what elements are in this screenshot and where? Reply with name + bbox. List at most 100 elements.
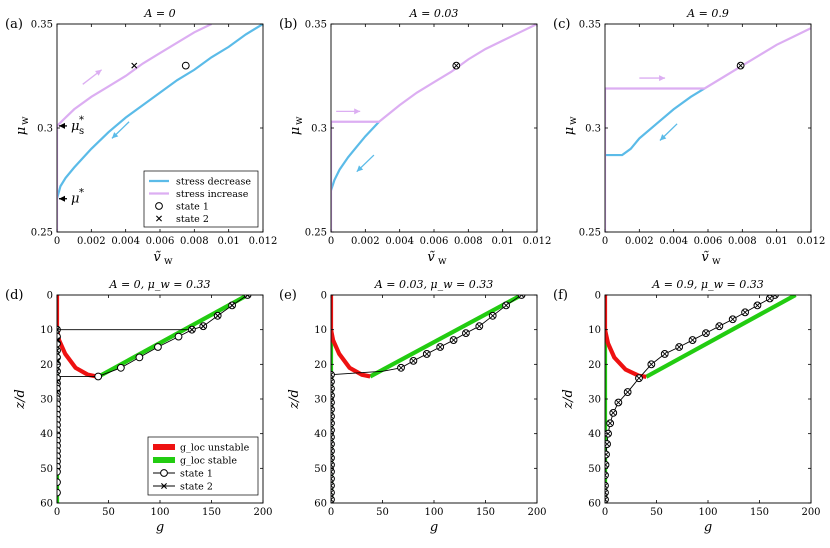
x-axis-label: ṽ: [701, 250, 709, 265]
state-1-marker: [57, 346, 61, 355]
x-tick-label: 0: [54, 236, 60, 247]
x-tick-label: 50: [650, 507, 663, 518]
state-2-marker: [188, 326, 195, 333]
x-tick-label: 0.002: [351, 236, 380, 247]
state-2-marker: [57, 357, 60, 364]
x-tick-label: 0: [602, 507, 608, 518]
y-axis-label: μw: [288, 116, 305, 135]
x-tick-label: 0.002: [625, 236, 654, 247]
svg-text:*: *: [79, 188, 84, 199]
y-tick-label: 0.25: [31, 228, 53, 239]
axes-frame: [604, 294, 812, 504]
x-tick-label: 50: [102, 507, 115, 518]
y-tick-label: 30: [40, 395, 53, 406]
panel-label: (a): [5, 17, 23, 32]
state-jump: [331, 367, 402, 376]
series-stress-increase: [605, 27, 811, 90]
series-stress-decrease: [331, 121, 380, 191]
y-tick-label: 20: [314, 360, 327, 371]
chart-title: A = 0: [143, 7, 175, 20]
mu-s-label: μ: [71, 119, 79, 134]
state-2-marker: [57, 337, 60, 344]
plot-area: [331, 24, 537, 232]
state-marker: [688, 336, 697, 344]
arrow-increase: [639, 75, 666, 82]
state-marker: [397, 363, 405, 372]
x-tick-label: 0.004: [111, 236, 140, 247]
x-axis-label: g: [704, 520, 712, 535]
y-tick-label: 0.25: [579, 228, 601, 239]
plot-area: [605, 295, 797, 503]
state-marker: [605, 429, 612, 438]
state-marker: [647, 360, 656, 369]
arrow-decrease: [659, 123, 678, 141]
svg-text:μ: μ: [562, 127, 577, 135]
panel-label: (b): [279, 17, 297, 32]
state-marker: [753, 301, 762, 310]
y-tick-label: 0.35: [579, 20, 601, 31]
svg-text:μ: μ: [288, 127, 303, 135]
chart-title: A = 0.03, μ_w = 0.33: [374, 278, 493, 291]
state-marker: [436, 343, 445, 351]
y-axis-label: z/d: [287, 389, 302, 410]
y-tick-label: 0: [595, 291, 601, 302]
axes-frame: [330, 294, 538, 504]
x-tick-label: 50: [376, 507, 389, 518]
axes-frame: [604, 23, 812, 233]
state-marker: [605, 440, 611, 448]
y-axis-label: μw: [14, 116, 31, 135]
y-tick-label: 20: [40, 360, 53, 371]
x-tick-label: 0.004: [385, 236, 414, 247]
legend: g_loc unstable g_loc stable state 1 state 2: [147, 436, 259, 496]
state-2-marker: [57, 326, 60, 333]
svg-text:z/d: z/d: [561, 389, 576, 410]
x-tick-label: 0.012: [523, 236, 552, 247]
y-tick-label: 0.25: [305, 228, 327, 239]
y-tick-label: 0: [47, 291, 53, 302]
mu-s-arrow: [59, 122, 67, 129]
x-tick-label: 150: [476, 507, 495, 518]
x-tick-label: 0: [54, 507, 60, 518]
x-tick-label: 100: [698, 507, 717, 518]
series-unstable-curve: [57, 329, 99, 379]
state-marker: [765, 295, 774, 303]
panel-label: (e): [279, 288, 297, 303]
state-2-marker: [214, 312, 221, 319]
x-tick-label: 0.002: [77, 236, 106, 247]
axes-frame: [330, 23, 538, 233]
legend-swatch-state2: [156, 215, 162, 222]
state-1-marker: [57, 339, 61, 348]
state-marker: [660, 350, 669, 358]
y-tick-label: 60: [40, 499, 53, 510]
x-tick-label: 150: [202, 507, 221, 518]
state-marker: [409, 356, 418, 365]
panel-a: A = 0 (a) 0 0.002 0.004 0.006 0.008 0.01 0.012 0.…: [5, 7, 277, 267]
state-1-marker: [57, 488, 61, 497]
x-tick-label: 0.01: [492, 236, 514, 247]
state-1-marker: [135, 353, 144, 362]
state-2-marker: [57, 368, 60, 375]
state-marker: [475, 322, 484, 331]
x-tick-label: 200: [253, 507, 272, 518]
y-tick-label: 10: [314, 325, 327, 336]
series-unstable-curve: [605, 329, 647, 379]
x-tick-label: 0.008: [728, 236, 757, 247]
state-marker: [462, 329, 470, 338]
plot-area: [331, 295, 526, 503]
state-marker: [741, 308, 749, 317]
chart-title: A = 0.9: [686, 7, 729, 20]
series-unstable-curve: [331, 329, 371, 379]
panel-label: (d): [5, 288, 23, 303]
state-2-marker: [57, 389, 60, 396]
plot-area: [605, 27, 811, 232]
arrow-increase: [82, 69, 103, 85]
axes-frame: [56, 23, 264, 233]
x-tick-label: 0.006: [694, 236, 723, 247]
legend-swatch-state1: [155, 202, 163, 210]
y-axis-label: z/d: [13, 389, 28, 410]
x-tick-label: 0.012: [249, 236, 278, 247]
y-tick-label: 0.35: [305, 20, 327, 31]
panel-b: A = 0.03 (b) 0 0.002 0.004 0.006 0.008 0.01 0.01…: [279, 7, 551, 267]
state-1-marker: [57, 353, 61, 362]
state-marker: [736, 61, 745, 70]
